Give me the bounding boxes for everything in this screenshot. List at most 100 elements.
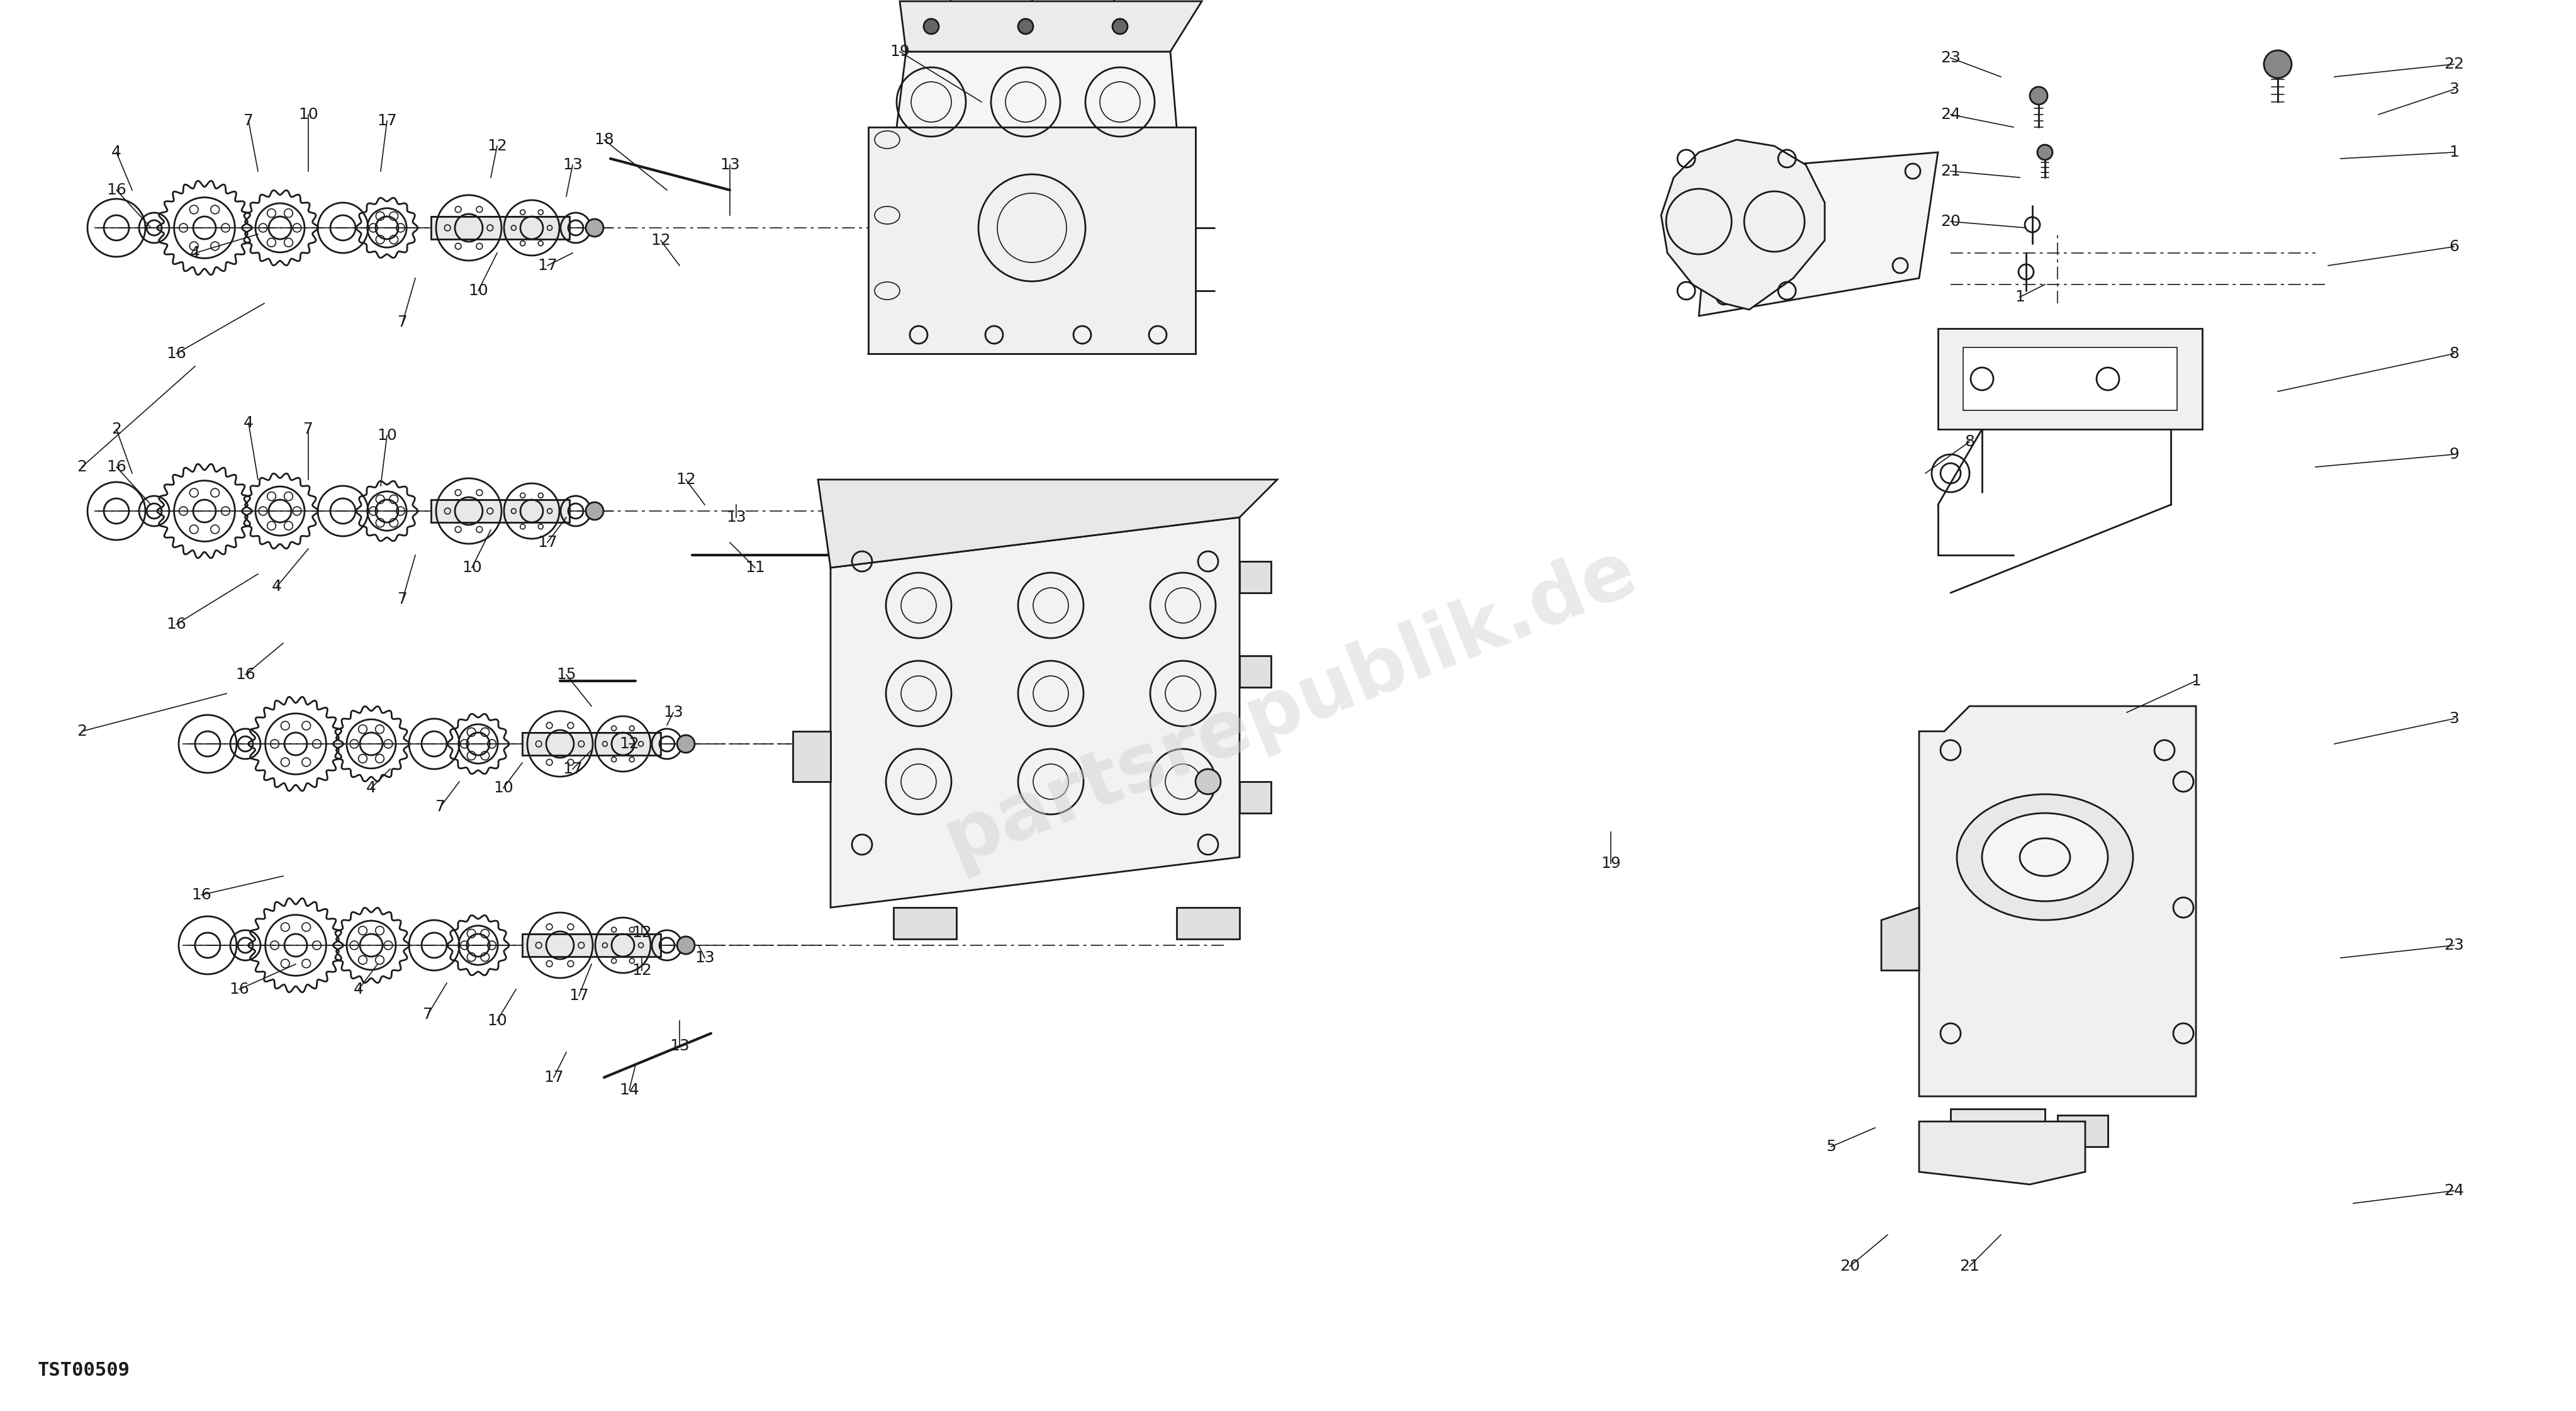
Text: 3: 3	[2450, 82, 2460, 97]
Text: 16: 16	[191, 888, 211, 903]
Text: 24: 24	[1940, 107, 1960, 123]
Polygon shape	[523, 732, 659, 755]
Text: 12: 12	[675, 473, 696, 487]
Text: 5: 5	[1826, 1139, 1837, 1154]
Text: 19: 19	[1600, 856, 1620, 871]
Text: 2: 2	[111, 422, 121, 437]
Text: partsrepublik.de: partsrepublik.de	[933, 532, 1646, 879]
Polygon shape	[1239, 656, 1270, 687]
Text: 1: 1	[2450, 145, 2460, 159]
Bar	[1963, 347, 2177, 411]
Polygon shape	[523, 934, 659, 957]
Text: 9: 9	[2450, 447, 2460, 461]
Polygon shape	[1700, 152, 1937, 316]
Circle shape	[585, 219, 603, 237]
Circle shape	[585, 502, 603, 519]
Text: 16: 16	[165, 346, 185, 361]
Text: 7: 7	[245, 113, 252, 128]
Text: 17: 17	[569, 988, 590, 1003]
Text: 21: 21	[1940, 164, 1960, 179]
Ellipse shape	[1981, 813, 2107, 902]
Polygon shape	[430, 499, 569, 522]
Text: 10: 10	[487, 1013, 507, 1029]
Text: 10: 10	[299, 107, 319, 123]
Text: 17: 17	[562, 762, 582, 776]
Polygon shape	[868, 52, 1195, 354]
Text: 12: 12	[618, 737, 639, 752]
Text: 13: 13	[670, 1038, 690, 1054]
Circle shape	[2030, 87, 2048, 104]
Text: 16: 16	[106, 460, 126, 474]
Polygon shape	[1919, 706, 2195, 1096]
Text: 2: 2	[77, 724, 88, 739]
Circle shape	[1018, 18, 1033, 34]
Polygon shape	[829, 518, 1239, 907]
Text: 4: 4	[191, 246, 201, 261]
Polygon shape	[1919, 1122, 2084, 1184]
Text: 12: 12	[652, 233, 670, 248]
Text: 23: 23	[2445, 938, 2465, 952]
Text: 16: 16	[234, 667, 255, 682]
Circle shape	[2264, 51, 2293, 78]
Text: 6: 6	[2450, 238, 2460, 254]
Polygon shape	[1239, 782, 1270, 813]
Circle shape	[1113, 18, 1128, 34]
Bar	[1950, 1109, 2045, 1147]
Text: 7: 7	[397, 591, 407, 607]
Text: 17: 17	[538, 258, 556, 274]
Text: 16: 16	[229, 982, 250, 998]
Text: 16: 16	[106, 182, 126, 198]
Text: 3: 3	[2450, 711, 2460, 727]
Text: 17: 17	[544, 1070, 564, 1085]
Text: 12: 12	[487, 138, 507, 154]
Text: 10: 10	[461, 560, 482, 576]
Polygon shape	[819, 480, 1278, 567]
Polygon shape	[894, 907, 956, 938]
Text: 10: 10	[495, 780, 513, 796]
Text: 7: 7	[397, 315, 407, 330]
Text: TST00509: TST00509	[39, 1362, 131, 1380]
Text: 13: 13	[719, 158, 739, 172]
Polygon shape	[793, 731, 829, 782]
Text: 17: 17	[376, 113, 397, 128]
Text: 4: 4	[366, 780, 376, 796]
Text: 18: 18	[595, 133, 613, 147]
Text: 23: 23	[1940, 51, 1960, 65]
Bar	[2058, 1115, 2107, 1147]
Text: 8: 8	[1965, 435, 1973, 449]
Polygon shape	[1880, 907, 1919, 971]
Text: 10: 10	[469, 284, 489, 298]
Text: 1: 1	[2014, 289, 2025, 305]
Circle shape	[677, 735, 696, 752]
Circle shape	[677, 937, 696, 954]
Polygon shape	[899, 1, 1203, 52]
Text: 13: 13	[726, 509, 747, 525]
Text: 10: 10	[376, 428, 397, 443]
Circle shape	[925, 18, 938, 34]
Text: 24: 24	[2445, 1184, 2465, 1198]
Text: 20: 20	[1940, 214, 1960, 229]
Polygon shape	[1239, 562, 1270, 593]
Text: 12: 12	[631, 962, 652, 978]
Polygon shape	[1937, 329, 2202, 429]
Text: 19: 19	[889, 44, 909, 59]
Text: 11: 11	[744, 560, 765, 576]
Text: 22: 22	[2445, 56, 2465, 72]
Text: 13: 13	[696, 951, 714, 965]
Circle shape	[2038, 145, 2053, 159]
Ellipse shape	[1958, 794, 2133, 920]
Polygon shape	[868, 127, 1195, 354]
Text: 13: 13	[562, 158, 582, 172]
Circle shape	[1195, 769, 1221, 794]
Text: 1: 1	[2192, 673, 2200, 689]
Polygon shape	[1662, 140, 1824, 309]
Text: 4: 4	[245, 415, 252, 430]
Text: 7: 7	[422, 1007, 433, 1022]
Text: 12: 12	[631, 926, 652, 940]
Text: 7: 7	[304, 422, 314, 437]
Text: 13: 13	[662, 706, 683, 720]
Text: 21: 21	[1960, 1259, 1978, 1274]
Text: 15: 15	[556, 667, 577, 682]
Text: 7: 7	[435, 799, 446, 814]
Text: 20: 20	[1839, 1259, 1860, 1274]
